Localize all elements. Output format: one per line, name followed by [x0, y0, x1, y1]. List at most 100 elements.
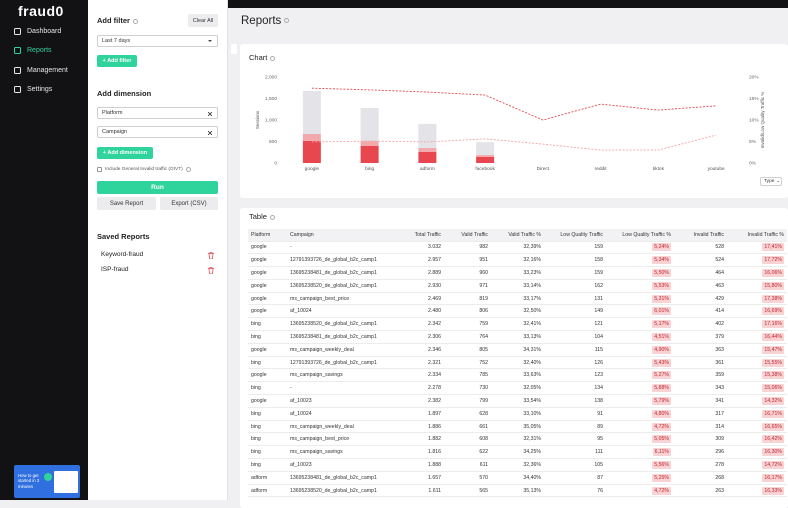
table-cell: 162 [544, 279, 606, 293]
table-body: google -3.032 982 32,39% 159 5,24% 528 17,41% go… [248, 241, 787, 498]
export-button[interactable]: Export (CSV) [160, 197, 218, 210]
add-filter-button[interactable]: + Add filter [97, 55, 137, 67]
table-cell: 5,31% [606, 292, 674, 306]
table-cell: 33,10% [491, 407, 544, 421]
percent-badge: 16,69% [762, 307, 784, 316]
table-row: bing -2.278 730 32,05% 134 5,88% 343 15,06% [248, 381, 787, 396]
collapse-handle[interactable] [231, 44, 237, 54]
table-cell: 159 [544, 241, 606, 255]
percent-badge: 6,11% [652, 448, 671, 457]
table-cell: 622 [444, 445, 491, 460]
remove-icon[interactable] [208, 131, 212, 135]
percent-badge: 16,71% [762, 409, 784, 418]
table-cell: 13695238481_de_global_b2c_camp1 [287, 266, 399, 280]
table-cell: 115 [544, 343, 606, 357]
percent-badge: 14,32% [762, 396, 784, 405]
table-cell: google [248, 279, 287, 293]
table-cell: 35,13% [491, 484, 544, 498]
table-cell: 16,69% [727, 304, 787, 319]
percent-badge: 5,34% [652, 256, 671, 265]
table-cell: 17,72% [727, 253, 787, 268]
dimension-input[interactable]: Campaign [97, 126, 218, 138]
table-cell: 2.321 [399, 356, 444, 370]
promo-thumbnail [54, 471, 78, 493]
date-dropdown[interactable]: Last 7 days [97, 35, 218, 47]
table-row: adform 13695238481_de_global_b2c_camp1 1.6… [248, 471, 787, 485]
table-cell: 33,54% [491, 394, 544, 408]
remove-icon[interactable] [208, 112, 212, 116]
dimension-input[interactable]: Platform [97, 107, 218, 119]
table-cell: 263 [674, 484, 727, 498]
y2-tick-label: 10% [749, 118, 759, 124]
promo-card[interactable]: How to get started in 3 minutes [14, 465, 80, 498]
table-cell: 13695238481_de_global_b2c_camp1 [287, 330, 399, 344]
bar-segment [302, 140, 321, 163]
bar-segment [302, 91, 321, 135]
table-cell: 1.888 [399, 458, 444, 472]
table-cell: 111 [544, 445, 606, 460]
table-cell: 34,40% [491, 471, 544, 485]
table-cell: 149 [544, 304, 606, 319]
table-cell: af_10024 [287, 407, 399, 421]
x-tick-label: adform [420, 166, 435, 172]
table-cell: 5,50% [606, 266, 674, 280]
add-dimension-button[interactable]: + Add dimension [97, 147, 153, 159]
table-cell: 32,50% [491, 304, 544, 319]
y2-tick-label: 5% [749, 139, 757, 145]
table-cell: 89 [544, 420, 606, 434]
table-cell: 16,17% [727, 471, 787, 485]
table-cell: 343 [674, 381, 727, 396]
clear-all-button[interactable]: Clear All [188, 14, 218, 27]
bar-segment [418, 147, 437, 152]
column-header: Invalid Traffic % [727, 229, 787, 242]
nav-item[interactable]: Dashboard [14, 28, 61, 35]
table-cell: 799 [444, 394, 491, 408]
type-select[interactable]: Type [760, 177, 782, 186]
table-cell: af_10024 [287, 304, 399, 319]
table-cell: 13695238481_de_global_b2c_camp1 [287, 471, 399, 485]
logo[interactable]: fraud0 [18, 3, 64, 19]
saved-report[interactable]: Keyword-fraud [101, 251, 144, 258]
run-button[interactable]: Run [97, 181, 218, 194]
x-tick-label: youtube [708, 166, 725, 172]
x-tick-label: bing [365, 166, 374, 172]
card-title: Table [249, 212, 275, 221]
percent-badge: 16,44% [762, 332, 784, 341]
table-cell: 730 [444, 381, 491, 396]
delete-icon[interactable] [208, 252, 214, 259]
column-header: Invalid Traffic [674, 229, 727, 242]
text: Campaign [102, 129, 128, 135]
percent-badge: 17,38% [762, 294, 784, 303]
table-cell: 4,72% [606, 484, 674, 498]
text: Type [764, 179, 775, 184]
nav-item[interactable]: Management [14, 67, 68, 74]
percent-badge: 16,33% [762, 486, 784, 495]
table-cell: 17,41% [727, 241, 787, 255]
nav-item[interactable]: Settings [14, 86, 52, 93]
percent-badge: 5,25% [652, 473, 671, 482]
saved-report[interactable]: ISP-fraud [101, 266, 129, 273]
table-cell: 15,38% [727, 368, 787, 383]
percent-badge: 16,30% [762, 448, 784, 457]
table-cell: 759 [444, 317, 491, 332]
column-header: Campaign [287, 229, 399, 242]
nav-item[interactable]: Reports [14, 47, 52, 54]
delete-icon[interactable] [208, 267, 214, 274]
y2-tick-label: 20% [749, 75, 759, 81]
table-row: bing ms_campaign_best_price 1.882 608 32,31%… [248, 432, 787, 447]
table-row: google af_10024 2.480 806 32,50% 149 6,01% 414 1… [248, 304, 787, 319]
percent-badge: 5,17% [652, 320, 671, 329]
table-cell: 33,63% [491, 368, 544, 383]
save-report-button[interactable]: Save Report [97, 197, 156, 210]
table-cell: 32,31% [491, 432, 544, 447]
givt-checkbox[interactable]: Include General Invalid traffic (GIVT) [97, 167, 191, 172]
percent-badge: 14,72% [762, 460, 784, 469]
table-cell: - [287, 381, 399, 396]
table-cell: adform [248, 471, 287, 485]
table-cell: 1.886 [399, 420, 444, 434]
table-cell: 138 [544, 394, 606, 408]
table-cell: 16,33% [727, 484, 787, 498]
table-cell: 960 [444, 266, 491, 280]
table-row: google 13695238481_de_global_b2c_camp1 2.8… [248, 266, 787, 280]
